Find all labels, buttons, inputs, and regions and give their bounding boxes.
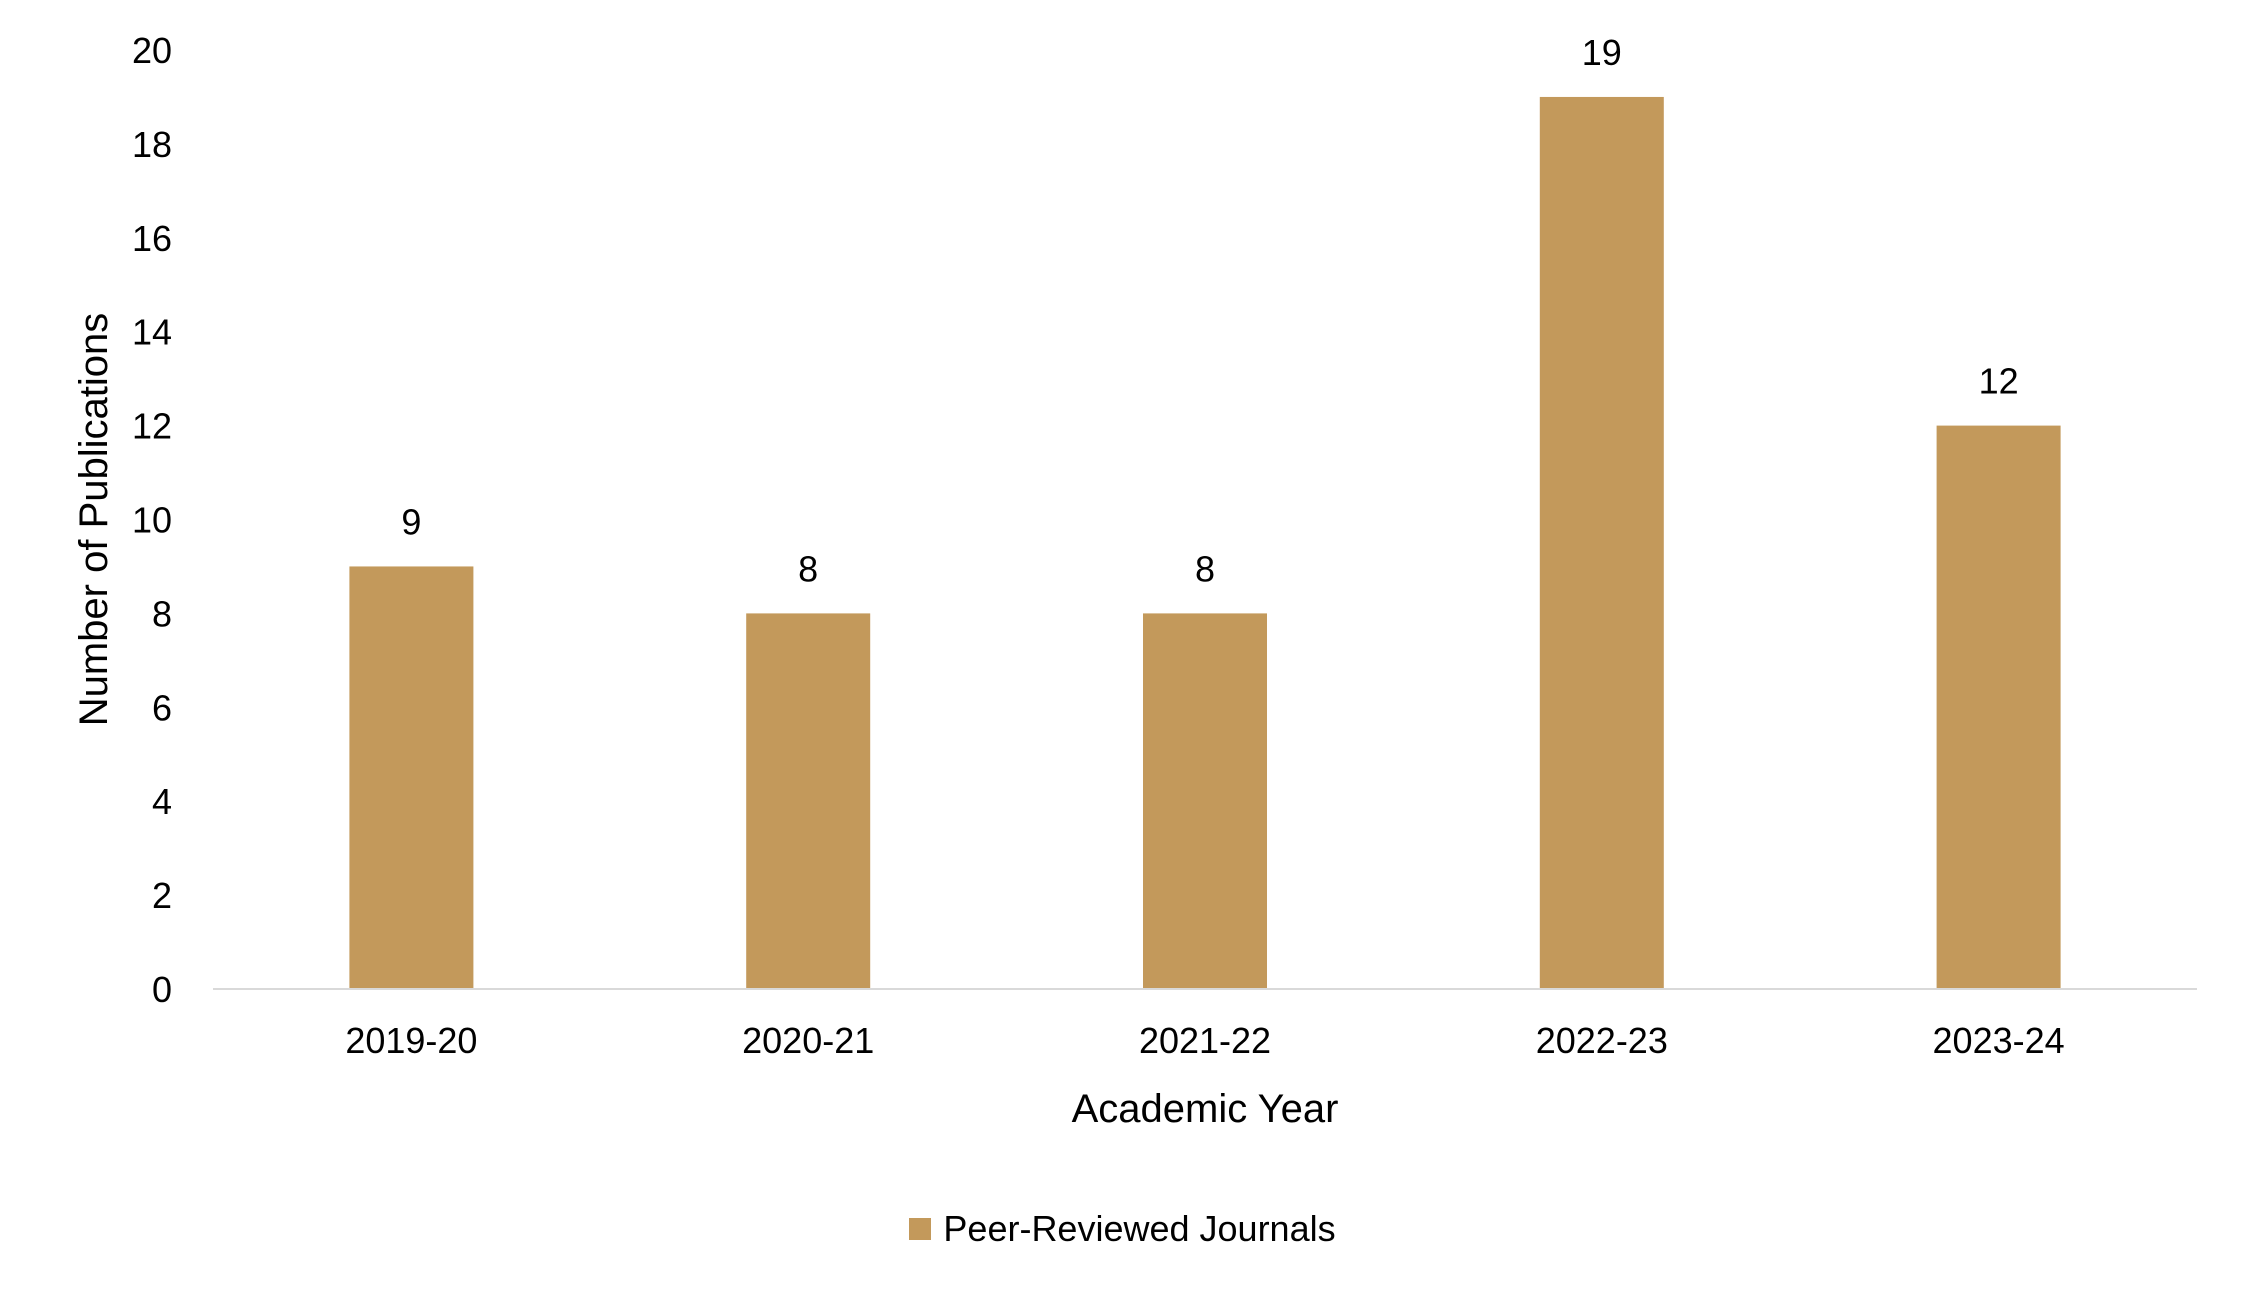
bar	[746, 613, 871, 989]
y-tick-label: 16	[132, 218, 172, 259]
x-tick-label: 2019-20	[345, 1020, 477, 1061]
y-tick-label: 0	[152, 969, 172, 1010]
y-tick-label: 2	[152, 875, 172, 916]
y-tick-label: 4	[152, 781, 172, 822]
data-label: 8	[798, 548, 818, 589]
legend: Peer-Reviewed Journals	[0, 1208, 2245, 1250]
y-tick-label: 8	[152, 593, 172, 634]
bar	[1539, 96, 1664, 989]
bar	[1143, 613, 1267, 989]
x-axis-ticks: 2019-20 2020-21 2021-22 2022-23 2023-24	[345, 1020, 2064, 1061]
legend-label: Peer-Reviewed Journals	[943, 1208, 1336, 1249]
bar	[1936, 425, 2061, 990]
y-tick-label: 6	[152, 687, 172, 728]
x-tick-label: 2021-22	[1139, 1020, 1271, 1061]
y-axis-title: Number of Publications	[72, 313, 116, 727]
x-axis-title: Academic Year	[1072, 1087, 1339, 1131]
y-tick-label: 20	[132, 30, 172, 71]
x-tick-label: 2023-24	[1933, 1020, 2065, 1061]
bars	[349, 96, 2061, 990]
data-label: 8	[1195, 548, 1215, 589]
legend-swatch	[909, 1218, 932, 1240]
x-tick-label: 2022-23	[1536, 1020, 1668, 1061]
y-tick-label: 12	[132, 406, 172, 447]
data-label: 19	[1582, 32, 1622, 73]
y-tick-label: 14	[132, 312, 172, 353]
y-tick-label: 10	[132, 500, 172, 541]
y-axis-ticks: 0 2 4 6 8 10 12 14 16 18 20	[132, 30, 172, 1010]
x-tick-label: 2020-21	[742, 1020, 874, 1061]
y-tick-label: 18	[132, 124, 172, 165]
bar	[349, 566, 474, 989]
data-label: 12	[1979, 361, 2019, 402]
data-label: 9	[401, 501, 421, 542]
data-labels: 9 8 8 19 12	[401, 32, 2018, 589]
